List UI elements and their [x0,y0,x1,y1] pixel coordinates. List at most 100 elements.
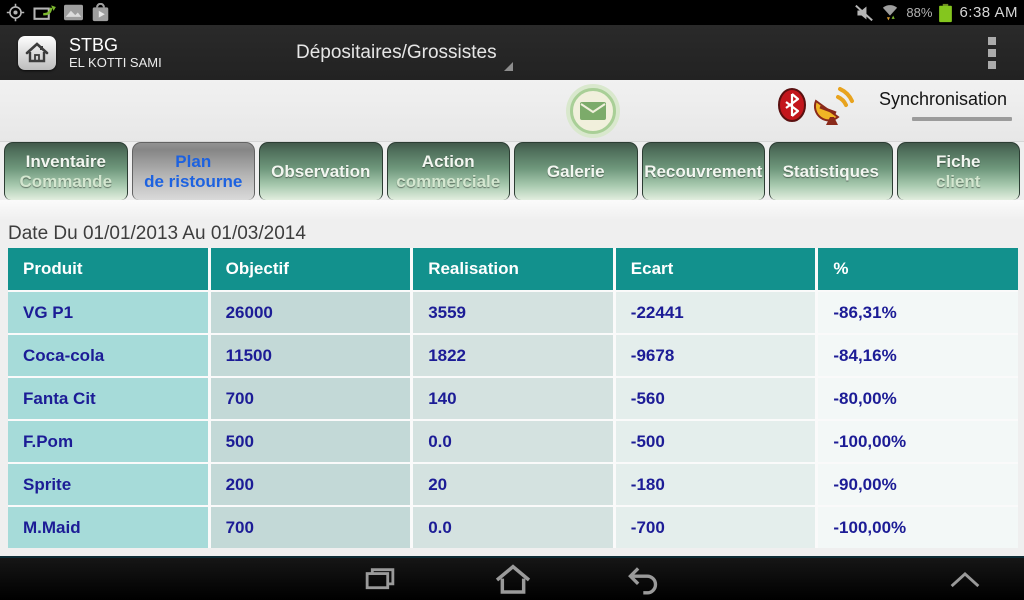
status-bar-left [6,3,110,22]
value-cell: -500 [615,421,816,462]
status-bar: 88% 6:38 AM [0,0,1024,25]
column-header: Objectif [210,248,411,290]
value-cell: 500 [210,421,411,462]
value-cell: -700 [615,507,816,548]
tab-label-line: Action [421,151,475,171]
battery-percent: 88% [906,5,933,20]
overflow-dot [988,36,996,45]
overflow-dot [988,60,996,69]
ristourne-table: Produit Objectif Realisation Ecart% VG P1 260… [8,248,1018,548]
toolbar: Synchronisation [0,80,1024,142]
tab-label-line: Plan [175,151,212,171]
value-cell: -86,31% [818,292,1018,333]
tab-label-line: Fiche [936,151,981,171]
category-spinner[interactable]: Dépositaires/Grossistes [296,25,513,80]
wifi-icon [883,5,898,21]
android-nav-bar [0,556,1024,600]
synchronisation-button[interactable]: Synchronisation [870,89,1016,110]
gallery-icon [64,4,83,21]
value-cell: 26000 [210,292,411,333]
category-spinner-label: Dépositaires/Grossistes [296,41,497,63]
spinner-corner-icon [503,62,513,71]
table-region: Produit Objectif Realisation Ecart% VG P1 260… [0,248,1024,556]
app-title: STBG [69,35,119,55]
product-cell: Coca-cola [8,335,208,376]
title-block: STBG EL KOTTI SAMI [69,35,162,70]
value-cell: -80,00% [818,378,1018,419]
date-range-label: Date Du 01/01/2013 Au 01/03/2014 [8,223,306,244]
tab-fiche-client[interactable]: Fiche client [896,142,1020,200]
value-cell: -100,00% [818,507,1018,548]
product-cell: M.Maid [8,507,208,548]
value-cell: -90,00% [818,464,1018,505]
tab-label-line: Commande [19,171,113,191]
product-cell: F.Pom [8,421,208,462]
app-home-button[interactable] [18,35,56,70]
store-icon [92,3,109,22]
value-cell: 700 [210,378,411,419]
action-bar: STBG EL KOTTI SAMI Dépositaires/Grossist… [0,25,1024,80]
bluetooth-button[interactable] [777,87,807,128]
satellite-button[interactable] [812,83,856,132]
tab-label-line: Inventaire [25,151,106,171]
value-cell: 1822 [413,335,613,376]
column-header: % [818,248,1018,290]
mute-icon [855,4,874,21]
tab-inventaire-commande[interactable]: Inventaire Commande [4,142,128,200]
column-header: Realisation [413,248,613,290]
product-cell: VG P1 [8,292,208,333]
tab-label-line: Observation [271,161,371,181]
tab-label-line: Galerie [546,161,605,181]
value-cell: -22441 [615,292,816,333]
mini-apps-caret-icon[interactable] [948,570,982,590]
tab-action-commerciale[interactable]: Action commerciale [386,142,510,200]
screenshot-icon [33,5,56,20]
product-cell: Sprite [8,464,208,505]
value-cell: 200 [210,464,411,505]
nav-home-button[interactable] [494,564,532,596]
column-header: Ecart [615,248,816,290]
back-button[interactable] [624,564,660,596]
tab-galerie[interactable]: Galerie [514,142,638,200]
tab-label-line: Statistiques [782,161,879,181]
column-header: Produit [8,248,208,290]
tab-plan-de-ristourne[interactable]: Plan de ristourne [131,142,255,200]
tab-statistiques[interactable]: Statistiques [769,142,893,200]
mail-button[interactable] [570,88,616,134]
tab-recouvrement[interactable]: Recouvrement [641,142,765,200]
app-subtitle: EL KOTTI SAMI [69,55,162,70]
value-cell: -180 [615,464,816,505]
clock: 6:38 AM [959,4,1018,21]
tab-fade-strip [0,200,1024,220]
value-cell: -9678 [615,335,816,376]
tab-label-line: de ristourne [144,171,243,191]
tab-label-line: client [936,171,981,191]
tab-label-line: Recouvrement [644,161,763,181]
value-cell: 11500 [210,335,411,376]
home-icon [25,41,49,62]
gps-icon [6,3,25,22]
recent-apps-button[interactable] [362,564,398,596]
tab-observation[interactable]: Observation [259,142,383,200]
value-cell: -560 [615,378,816,419]
envelope-icon [580,102,606,120]
status-bar-right: 88% 6:38 AM [854,3,1018,23]
value-cell: -100,00% [818,421,1018,462]
value-cell: 140 [413,378,613,419]
value-cell: 0.0 [413,507,613,548]
product-cell: Fanta Cit [8,378,208,419]
synchronisation-label: Synchronisation [878,89,1008,109]
tab-bar: Inventaire Commande Plan de ristourne Observ… [0,142,1024,200]
sync-progress-line [912,117,1012,121]
overflow-dot [988,48,996,57]
bluetooth-icon [778,88,806,122]
satellite-dish-icon [813,87,854,125]
overflow-menu-button[interactable] [984,33,1000,73]
value-cell: -84,16% [818,335,1018,376]
value-cell: 20 [413,464,613,505]
value-cell: 3559 [413,292,613,333]
value-cell: 0.0 [413,421,613,462]
value-cell: 700 [210,507,411,548]
battery-icon [939,3,953,22]
tab-label-line: commerciale [396,171,501,191]
